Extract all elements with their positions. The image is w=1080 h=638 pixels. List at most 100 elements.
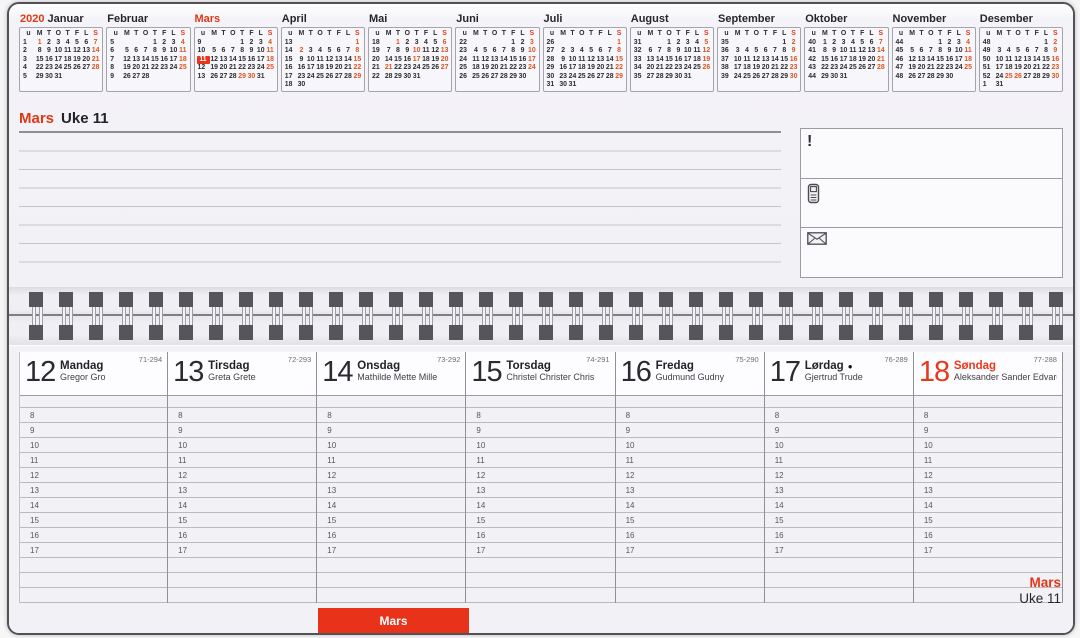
corner-label: Mars Uke 11 [1019,575,1061,607]
mail-icon [807,232,827,246]
weekday-letter: T [46,30,52,37]
week-number: 30 [546,72,555,80]
day-cell: 5 [124,47,129,54]
bottom-page: 12 71-294 Mandag Gregor Gro 8 9 10 11 12 13 14 15 16… [9,345,1073,633]
day-cell: 16 [518,55,527,63]
day-cell: 9 [162,47,167,54]
day-cell: 20 [867,55,876,63]
day-cell: 26 [431,64,440,71]
hour-label: 13 [30,485,39,495]
day-cell: 14 [771,55,779,63]
day-cell: 8 [782,47,787,54]
week-number: 7 [110,55,115,63]
day-cell: 8 [152,47,157,54]
day-number: 13 [173,356,204,388]
day-cell: 19 [481,64,490,71]
day-cell: 28 [384,72,393,80]
hour-label: 14 [476,500,486,510]
month-title: 2020 Januar [19,12,103,27]
week-number: 45 [895,47,904,54]
day-cell: 11 [179,47,187,54]
day-cell: 8 [938,47,943,54]
day-cell: 28 [655,72,664,80]
weekday-letter: L [433,30,438,37]
weekday-letter: S [791,30,796,37]
day-cell: 3 [56,38,61,46]
day-cell: 5 [910,47,915,54]
day-cell: 8 [37,47,42,54]
day-cell [1004,39,1013,48]
weekday-letter: O [666,30,672,37]
day-cell: 26 [587,72,595,80]
day-cell: 1 [822,38,827,46]
blank-row [20,588,168,603]
weekday-letter: S [616,30,622,37]
day-cell [1032,39,1041,48]
day-cell: 6 [598,47,603,54]
month-block: Mai u M T O T F L S 18 1 2 3 4 5 6 19 7 8 9 10 11 12 13 20 14 15 16… [368,12,453,92]
mini-calendar: u M T O T F L S 44 1 2 3 4 45 5 6 7 8 9 10 11 46 12 13 14 15 16 17 1… [891,27,976,92]
day-header: 14 73-292 Onsdag Mathilde Mette Mille [317,352,466,396]
hour-row: 10 [168,438,317,453]
day-cell: 9 [520,47,525,54]
hour-label: 9 [178,425,183,435]
day-cell: 17 [412,55,421,63]
day-cell: 15 [665,55,673,63]
day-cell: 11 [1005,55,1013,63]
hour-label: 8 [774,410,780,420]
page-reference: 72-293 [287,355,312,364]
binding-squares-bottom [29,325,1073,340]
day-cell: 17 [839,55,848,63]
day-cell [150,73,159,82]
blank-row [317,558,466,573]
day-cell: 25 [849,64,857,71]
hour-row: 13 [20,483,168,498]
day-cell [421,73,430,82]
weekday-letter: u [288,30,293,37]
day-cell: 20 [440,55,449,63]
day-cell: 18 [964,55,972,63]
day-cell: 14 [228,55,237,63]
day-cell: 1 [396,38,400,46]
day-cell: 3 [414,38,419,46]
day-cell [306,81,315,90]
day-cell: 11 [422,47,430,54]
day-cell: 2 [676,38,681,46]
hour-label: 15 [327,515,337,525]
hour-row: 8 [913,408,1062,423]
hour-label: 13 [774,485,784,495]
day-cell: 4 [745,47,749,54]
day-cell: 20 [917,64,926,71]
blank-row [317,396,466,408]
week-number: 9 [197,38,202,46]
blank-row [764,573,913,588]
week-number: 15 [284,55,293,63]
day-cell: 26 [1014,72,1022,80]
day-cell: 29 [821,72,829,80]
weekday-letter: O [579,30,585,37]
weekday-letter: L [171,30,176,37]
day-number: 14 [322,356,353,388]
day-cell: 11 [472,55,480,63]
day-cell [219,39,228,48]
hour-row: 11 [20,453,168,468]
month-title: April [281,12,365,27]
day-cell: 7 [230,47,235,54]
mini-calendar-grid: u M T O T F L S 22 1 2 3 23 4 5 6 7 8 9 10 24 11 12 13 14 15 16 17 2… [458,30,536,81]
day-cell [596,39,605,48]
day-cell [72,73,81,82]
hour-row: 16 [466,528,615,543]
blank-row [20,558,168,573]
day-cell: 25 [577,72,586,80]
hour-label: 13 [923,485,933,495]
day-cell: 31 [54,72,63,80]
day-cell: 31 [256,72,265,80]
weekday-letter: u [724,30,729,37]
day-name: Tirsdag [208,360,250,372]
day-cell: 18 [266,55,274,63]
hour-row: 8 [615,408,764,423]
day-cell: 17 [169,55,178,63]
day-cell: 19 [1014,64,1022,71]
day-cell [917,39,926,48]
month-block: August u M T O T F L S 31 1 2 3 4 5 32 6 7 8 9 10 11 12 33 13 14 1… [629,12,714,92]
